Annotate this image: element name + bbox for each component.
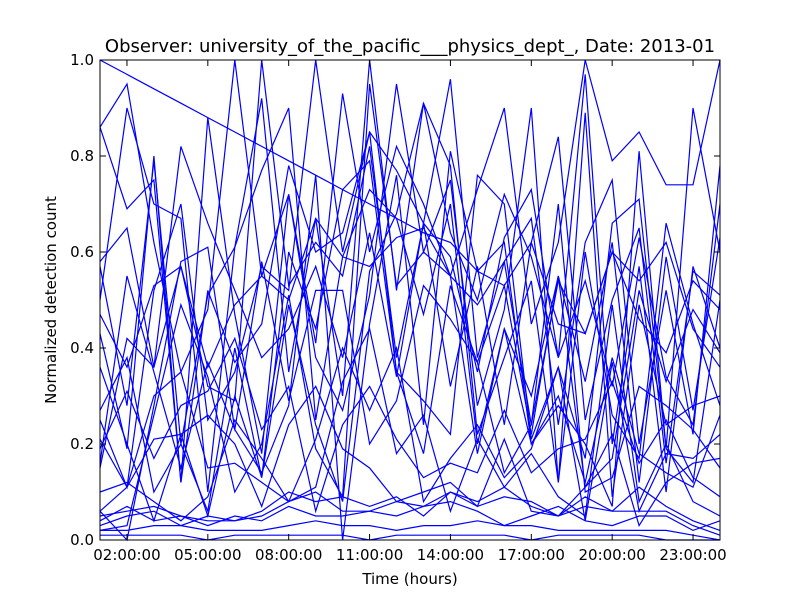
x-tick-label: 23:00:00 <box>659 546 726 564</box>
series-line-12 <box>99 491 721 536</box>
series-line-22 <box>99 217 721 425</box>
y-axis-label: Normalized detection count <box>42 196 60 404</box>
series-line-4 <box>99 83 721 483</box>
plot-frame <box>99 59 721 541</box>
y-axis: 0.0 0.2 0.4 0.6 0.8 1.0 <box>70 51 720 549</box>
y-tick-label: 0.0 <box>70 531 94 549</box>
y-tick-label: 0.4 <box>70 339 94 357</box>
series-line-6 <box>99 59 721 469</box>
x-tick-label: 14:00:00 <box>417 546 484 564</box>
series-line-24 <box>99 500 721 532</box>
y-tick-label: 0.8 <box>70 147 94 165</box>
x-tick-label: 08:00:00 <box>255 546 322 564</box>
series-line-19 <box>99 345 721 521</box>
series-line-16 <box>99 101 721 514</box>
y-tick-label: 1.0 <box>70 51 94 69</box>
chart-title: Observer: university_of_the_pacific___ph… <box>105 36 715 57</box>
series-line-20 <box>99 146 721 427</box>
x-tick-label: 02:00:00 <box>93 546 160 564</box>
series-line-15 <box>99 59 721 368</box>
series-line-8 <box>99 83 721 531</box>
series-line-17 <box>99 107 721 483</box>
x-tick-label: 05:00:00 <box>174 546 241 564</box>
series-line-18 <box>99 261 721 489</box>
x-tick-label: 17:00:00 <box>498 546 565 564</box>
series-line-5 <box>99 107 721 493</box>
series-line-11 <box>99 486 721 531</box>
series-line-13 <box>100 520 721 541</box>
series-line-21 <box>99 336 721 514</box>
series-line-14 <box>100 534 720 541</box>
series-line-3 <box>99 59 721 490</box>
y-tick-label: 0.2 <box>70 435 94 453</box>
x-axis: 02:00:00 05:00:00 08:00:00 11:00:00 14:00:00… <box>93 60 727 564</box>
y-tick-label: 0.6 <box>70 243 94 261</box>
x-axis-label: Time (hours) <box>361 570 457 588</box>
series-line-23 <box>99 385 721 528</box>
series-lines <box>99 59 721 542</box>
x-tick-label: 11:00:00 <box>336 546 403 564</box>
x-tick-label: 20:00:00 <box>578 546 645 564</box>
